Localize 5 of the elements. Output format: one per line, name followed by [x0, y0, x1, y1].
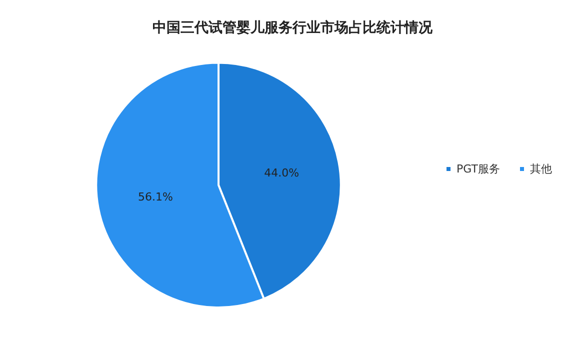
legend-label: PGT服务	[456, 162, 500, 176]
data-label: 44.0%	[264, 166, 300, 180]
chart-title: 中国三代试管婴儿服务行业市场占比统计情况	[152, 19, 434, 36]
data-label: 56.1%	[138, 190, 173, 204]
legend-label: 其他	[530, 162, 552, 176]
